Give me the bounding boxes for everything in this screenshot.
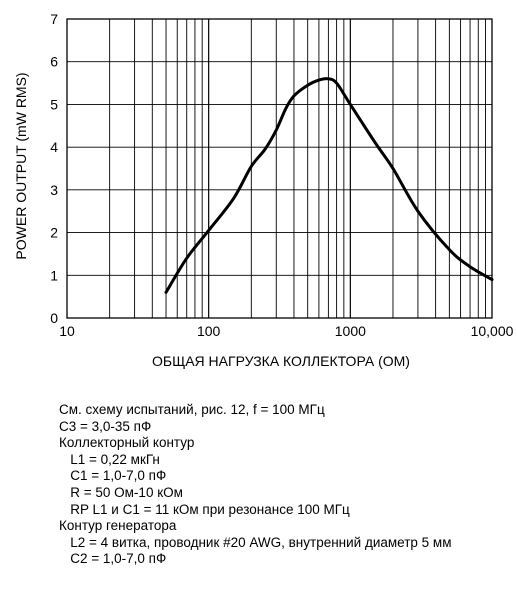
power-output-chart: 10 100 1000 10,000 0 1 2 3 4 5 6 7 ОБЩАЯ НАГРУЗКА … bbox=[13, 11, 514, 369]
note-line: C3 = 3,0-35 пФ bbox=[59, 418, 152, 434]
note-line: C2 = 1,0-7,0 пФ bbox=[59, 551, 167, 567]
note-line: См. схему испытаний, рис. 12, f = 100 МГ… bbox=[59, 402, 325, 417]
y-tick-label: 4 bbox=[50, 139, 58, 155]
y-tick-label: 6 bbox=[50, 54, 58, 70]
note-line: Коллекторный контур bbox=[59, 435, 195, 451]
y-tick-label: 3 bbox=[50, 182, 58, 198]
note-line: RP L1 и C1 = 11 кОм при резонансе 100 МГ… bbox=[59, 501, 350, 517]
x-tick-label: 10 bbox=[59, 323, 75, 339]
x-tick-labels: 10 100 1000 10,000 bbox=[59, 323, 513, 339]
note-line: R = 50 Ом-10 кОм bbox=[59, 484, 183, 500]
plot-frame bbox=[66, 18, 493, 319]
series-group bbox=[164, 77, 494, 294]
series-line-power-output bbox=[164, 77, 494, 294]
y-tick-label: 1 bbox=[50, 267, 58, 283]
x-tick-label: 100 bbox=[197, 323, 221, 339]
y-tick-label: 5 bbox=[50, 96, 58, 112]
note-line: L1 = 0,22 мкГн bbox=[59, 451, 160, 467]
test-conditions-notes: См. схему испытаний, рис. 12, f = 100 МГ… bbox=[59, 402, 451, 568]
plot-border bbox=[66, 18, 493, 319]
y-axis-label: POWER OUTPUT (mW RMS) bbox=[13, 72, 29, 259]
chart-grid bbox=[67, 19, 492, 318]
y-tick-label: 7 bbox=[50, 11, 58, 27]
note-line: L2 = 4 витка, проводник #20 AWG, внутрен… bbox=[59, 534, 452, 550]
y-tick-label: 2 bbox=[50, 225, 58, 241]
x-tick-label: 10,000 bbox=[471, 323, 514, 339]
y-tick-label: 0 bbox=[50, 310, 58, 326]
y-tick-labels: 0 1 2 3 4 5 6 7 bbox=[50, 11, 58, 326]
x-axis-label: ОБЩАЯ НАГРУЗКА КОЛЛЕКТОРА (OM) bbox=[152, 353, 410, 369]
note-line: C1 = 1,0-7,0 пФ bbox=[59, 468, 167, 484]
note-line: Контур генератора bbox=[59, 518, 177, 534]
x-tick-label: 1000 bbox=[335, 323, 366, 339]
